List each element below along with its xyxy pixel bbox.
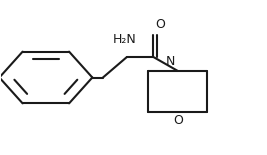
Text: H₂N: H₂N [113, 33, 137, 46]
Text: N: N [165, 55, 175, 68]
Text: O: O [155, 18, 165, 31]
Text: O: O [173, 114, 183, 127]
